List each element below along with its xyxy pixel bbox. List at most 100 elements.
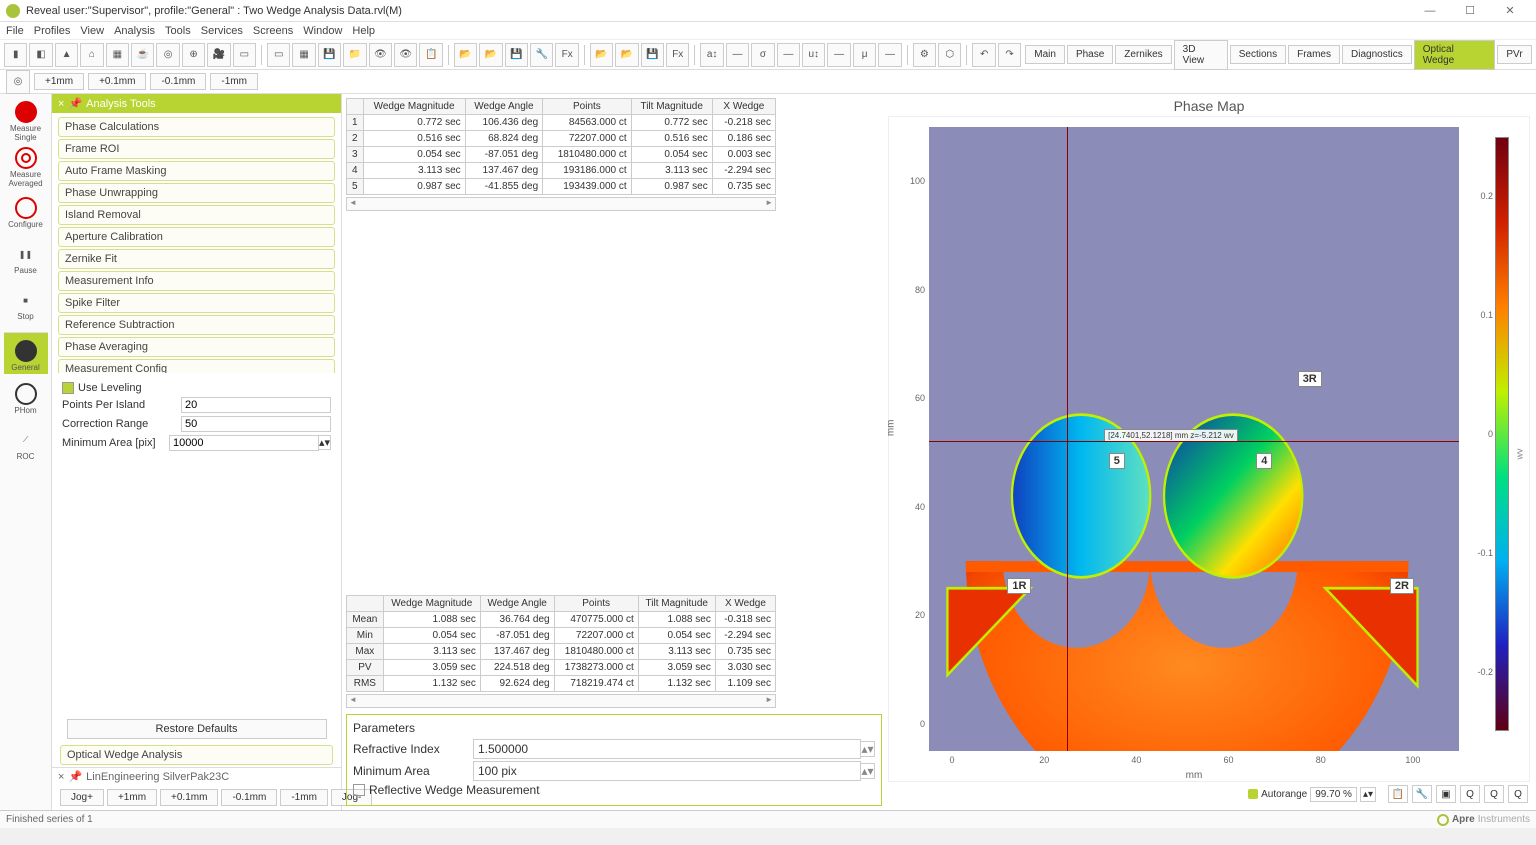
menu-window[interactable]: Window [303, 25, 342, 37]
tool-frame-roi[interactable]: Frame ROI [58, 139, 335, 159]
toolbar-button[interactable]: ▲ [55, 43, 78, 67]
menu-profiles[interactable]: Profiles [34, 25, 71, 37]
tab-zernikes[interactable]: Zernikes [1115, 45, 1171, 64]
minimize-button[interactable]: — [1410, 5, 1450, 17]
jog-button[interactable]: Jog+ [60, 789, 104, 806]
tool-phase-averaging[interactable]: Phase Averaging [58, 337, 335, 357]
toolbar-button[interactable]: 📂 [590, 43, 613, 67]
tool-measurement-config[interactable]: Measurement Config [58, 359, 335, 373]
crop-icon[interactable]: ▣ [1436, 785, 1456, 803]
toolbar-button[interactable]: — [777, 43, 800, 67]
toolbar-button[interactable]: ▮ [4, 43, 27, 67]
tool-phase-unwrapping[interactable]: Phase Unwrapping [58, 183, 335, 203]
corr-input[interactable] [181, 416, 331, 432]
tool-aperture-calibration[interactable]: Aperture Calibration [58, 227, 335, 247]
jog-button[interactable]: -0.1mm [150, 73, 206, 90]
jog-button[interactable]: -1mm [210, 73, 258, 90]
table2-scrollbar[interactable] [346, 694, 776, 708]
left-general[interactable]: General [4, 332, 48, 374]
menu-view[interactable]: View [80, 25, 104, 37]
ma-spinner[interactable]: ▴▾ [861, 763, 875, 779]
toolbar-button[interactable]: 🎥 [207, 43, 230, 67]
toolbar-button[interactable]: ▦ [106, 43, 129, 67]
left-phom[interactable]: PHom [4, 378, 48, 420]
ri-input[interactable]: 1.500000 [473, 739, 861, 759]
minarea-spinner[interactable]: ▴▾ [319, 435, 331, 450]
toolbar-button[interactable]: 💾 [318, 43, 341, 67]
toolbar-button[interactable]: — [726, 43, 749, 67]
toolbar-button[interactable]: ⚙ [913, 43, 936, 67]
tab-pvr[interactable]: PVr [1497, 45, 1531, 64]
tab-sections[interactable]: Sections [1230, 45, 1286, 64]
menu-services[interactable]: Services [201, 25, 243, 37]
zoom-out-icon[interactable]: Q [1508, 785, 1528, 803]
use-leveling-checkbox[interactable] [62, 382, 74, 394]
toolbar-button[interactable]: ▦ [292, 43, 315, 67]
phase-map-chart[interactable]: mm020406080100 [888, 116, 1530, 782]
tab-diagnostics[interactable]: Diagnostics [1342, 45, 1412, 64]
toolbar-button[interactable]: — [878, 43, 901, 67]
menu-screens[interactable]: Screens [253, 25, 293, 37]
pin-motor-icon[interactable]: 📌 [68, 770, 82, 783]
optical-wedge-analysis-item[interactable]: Optical Wedge Analysis [60, 745, 333, 765]
close-panel-icon[interactable]: × [58, 98, 64, 110]
ri-spinner[interactable]: ▴▾ [861, 741, 875, 757]
tab-frames[interactable]: Frames [1288, 45, 1340, 64]
toolbar-button[interactable]: u↕ [802, 43, 825, 67]
tool-phase-calculations[interactable]: Phase Calculations [58, 117, 335, 137]
toolbar-button[interactable]: 💾 [505, 43, 528, 67]
left-measure-averaged[interactable]: Measure Averaged [4, 146, 48, 188]
reflective-checkbox[interactable] [353, 784, 365, 796]
toolbar-button[interactable]: 📂 [479, 43, 502, 67]
jog-button[interactable]: +0.1mm [160, 789, 218, 806]
menu-tools[interactable]: Tools [165, 25, 191, 37]
jog-button[interactable]: -1mm [280, 789, 328, 806]
jog-target-icon[interactable]: ◎ [6, 70, 30, 94]
close-button[interactable]: ✕ [1490, 4, 1530, 17]
toolbar-button[interactable]: ⬡ [938, 43, 961, 67]
maximize-button[interactable]: ☐ [1450, 4, 1490, 17]
left-measure-single[interactable]: Measure Single [4, 100, 48, 142]
ppi-input[interactable] [181, 397, 331, 413]
table1-scrollbar[interactable] [346, 197, 776, 211]
toolbar-button[interactable]: σ [751, 43, 774, 67]
tool-measurement-info[interactable]: Measurement Info [58, 271, 335, 291]
tab-main[interactable]: Main [1025, 45, 1065, 64]
toolbar-button[interactable]: 📂 [454, 43, 477, 67]
ma-input[interactable]: 100 pix [473, 761, 861, 781]
toolbar-button[interactable]: ☕ [131, 43, 154, 67]
menu-file[interactable]: File [6, 25, 24, 37]
toolbar-button[interactable]: 📂 [615, 43, 638, 67]
toolbar-button[interactable]: ◧ [29, 43, 52, 67]
toolbar-button[interactable]: Fx [666, 43, 689, 67]
plot-area[interactable]: 3R451R2R[24.7401,52.1218] mm z=-5.212 wv [929, 127, 1459, 751]
tab-optical-wedge[interactable]: Optical Wedge [1414, 40, 1496, 70]
tool-spike-filter[interactable]: Spike Filter [58, 293, 335, 313]
toolbar-button[interactable]: Fx [555, 43, 578, 67]
jog-button[interactable]: +1mm [34, 73, 84, 90]
tab-3d-view[interactable]: 3D View [1174, 40, 1228, 70]
toolbar-button[interactable]: 👁 [369, 43, 392, 67]
clipboard-icon[interactable]: 📋 [1388, 785, 1408, 803]
left-stop[interactable]: ■Stop [4, 284, 48, 326]
toolbar-button[interactable]: 👁 [394, 43, 417, 67]
toolbar-button[interactable]: μ [853, 43, 876, 67]
toolbar-button[interactable]: ⌂ [80, 43, 103, 67]
left-configure[interactable]: Configure [4, 192, 48, 234]
toolbar-button[interactable]: 🔧 [530, 43, 553, 67]
tool-zernike-fit[interactable]: Zernike Fit [58, 249, 335, 269]
close-motor-icon[interactable]: × [58, 771, 64, 783]
toolbar-button[interactable]: ↶ [972, 43, 995, 67]
toolbar-button[interactable]: — [827, 43, 850, 67]
tool-island-removal[interactable]: Island Removal [58, 205, 335, 225]
toolbar-button[interactable]: ▭ [233, 43, 256, 67]
tab-phase[interactable]: Phase [1067, 45, 1113, 64]
tool-reference-subtraction[interactable]: Reference Subtraction [58, 315, 335, 335]
restore-defaults-button[interactable]: Restore Defaults [67, 719, 327, 739]
zoom-in-icon[interactable]: Q [1484, 785, 1504, 803]
autorange-spinner[interactable]: ▴▾ [1360, 787, 1376, 802]
jog-button[interactable]: +0.1mm [88, 73, 146, 90]
toolbar-button[interactable]: ▭ [267, 43, 290, 67]
minarea-input[interactable] [169, 435, 319, 451]
toolbar-button[interactable]: ↷ [998, 43, 1021, 67]
